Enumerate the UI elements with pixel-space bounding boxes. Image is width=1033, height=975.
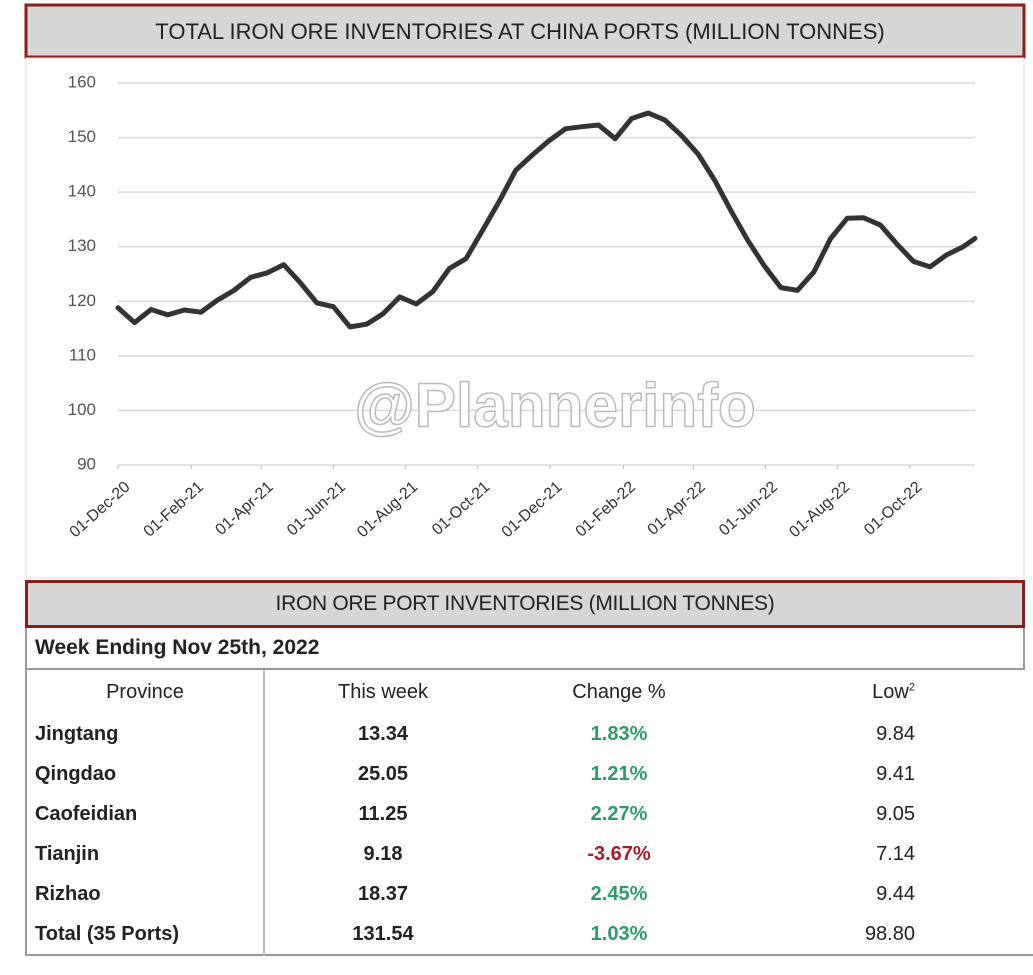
cell: -3.67% [587, 842, 651, 865]
y-tick-label: 150 [68, 127, 96, 146]
cell: 19.26 [945, 874, 1033, 914]
column-header: Low2 [737, 670, 945, 714]
cell: 9.18 [363, 842, 403, 865]
x-tick-label: 01-Apr-22 [645, 478, 709, 538]
cell: 155.39 [945, 914, 1033, 955]
watermark: @Plannerinfo [354, 371, 756, 440]
x-tick-label: 01-Feb-21 [141, 478, 207, 540]
table-row: Tianjin 9.18 -3.67% 7.14 12.97 [26, 834, 1033, 874]
cell: 16.29 [945, 794, 1033, 834]
table-body: Jingtang 13.34 1.83% 9.84 19.20 Qingdao 25.05 1… [26, 714, 1033, 955]
cell: 25.05 [357, 762, 409, 785]
cell: 11.25 [358, 802, 408, 825]
table-panel: IRON ORE PORT INVENTORIES (MILLION TONNE… [25, 580, 1033, 956]
plot-frame [25, 57, 1025, 579]
x-tick-label: 01-Oct-21 [429, 478, 493, 538]
x-tick-label: 01-Jun-22 [716, 478, 781, 539]
cell: 9.05 [876, 802, 915, 825]
x-tick-label: 01-Aug-21 [354, 478, 421, 541]
cell: 12.97 [945, 834, 1033, 874]
x-tick-label: 01-Dec-20 [67, 478, 134, 541]
column-label: This week [337, 680, 429, 703]
y-tick-label: 140 [68, 182, 96, 201]
y-tick-label: 110 [69, 345, 96, 364]
row-label: Tianjin [26, 834, 265, 874]
column-header: Change % [501, 670, 737, 714]
table-row: Jingtang 13.34 1.83% 9.84 19.20 [26, 714, 1033, 754]
y-tick-label: 120 [68, 291, 96, 310]
column-header: This week [264, 670, 501, 714]
x-tick-label: 01-Apr-21 [212, 478, 276, 538]
y-tick-label: 100 [68, 400, 96, 419]
row-label: Total (35 Ports) [26, 914, 265, 955]
y-tick-label: 130 [68, 236, 96, 255]
y-tick-label: 90 [77, 454, 96, 473]
column-header: Province [26, 670, 265, 714]
title-bar [24, 3, 1026, 59]
cell: 2.45% [590, 882, 648, 905]
cell: 7.14 [876, 842, 915, 865]
row-label: Rizhao [26, 874, 265, 914]
cell: 2.27% [590, 802, 648, 825]
cell: 18.37 [357, 882, 409, 905]
cell: 9.44 [876, 882, 915, 905]
row-label: Jingtang [26, 714, 265, 754]
column-label: Change % [572, 680, 666, 703]
data-line [115, 110, 978, 330]
cell: 13.34 [357, 722, 409, 745]
cell: 9.84 [876, 722, 915, 745]
x-tick-label: 01-Jun-21 [284, 478, 349, 539]
cell: 1.83% [590, 722, 648, 745]
cell: 131.54 [352, 922, 414, 945]
table-row: Qingdao 25.05 1.21% 9.41 26.24 [26, 754, 1033, 794]
cell: 1.03% [590, 922, 648, 945]
cell: 9.41 [876, 762, 915, 785]
row-label: Qingdao [26, 754, 265, 794]
table-row: Total (35 Ports) 131.54 1.03% 98.80 155.39 [26, 914, 1033, 955]
x-tick-label: 01-Aug-22 [786, 478, 853, 541]
column-header: High2 [945, 670, 1033, 714]
chart-title: TOTAL IRON ORE INVENTORIES AT CHINA PORT… [155, 19, 884, 44]
column-label: Province [106, 680, 184, 703]
column-label: Low [872, 680, 909, 703]
x-tick-label: 01-Oct-22 [861, 478, 925, 538]
table-row: Caofeidian 11.25 2.27% 9.05 16.29 [26, 794, 1033, 834]
y-tick-label: 160 [68, 72, 96, 91]
cell: 98.80 [864, 922, 915, 945]
table-row: Rizhao 18.37 2.45% 9.44 19.26 [26, 874, 1033, 914]
cell: 19.20 [945, 714, 1033, 754]
cell: 26.24 [945, 754, 1033, 794]
footnote-mark: 2 [908, 680, 915, 693]
table-title: IRON ORE PORT INVENTORIES (MILLION TONNE… [25, 580, 1025, 628]
cell: 1.21% [590, 762, 648, 785]
chart: TOTAL IRON ORE INVENTORIES AT CHINA PORT… [24, 3, 1026, 579]
table-subtitle: Week Ending Nov 25th, 2022 [25, 628, 1025, 670]
x-tick-label: 01-Dec-21 [499, 478, 566, 541]
row-label: Caofeidian [26, 794, 265, 834]
x-tick-label: 01-Feb-22 [573, 478, 639, 540]
